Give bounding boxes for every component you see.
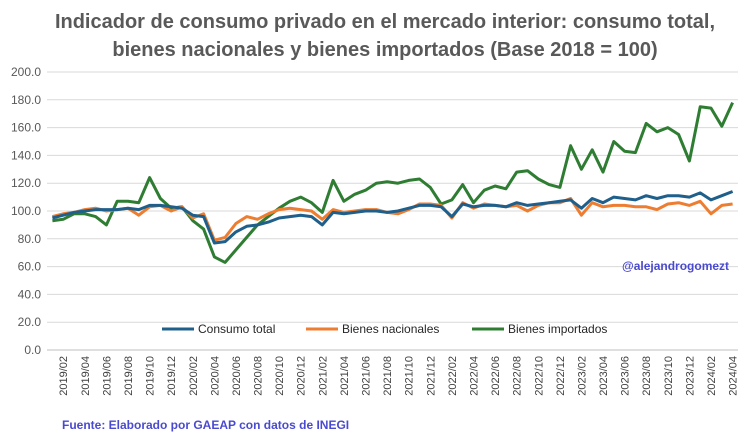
x-tick-label: 2021/10: [404, 356, 416, 396]
series-line-consumo-total: [52, 190, 734, 245]
y-tick-label: 80.0: [18, 232, 42, 246]
y-axis-ticks: 0.0 20.0 40.0 60.0 80.0 100.0 120.0 140.0 160.0 1…: [11, 65, 41, 357]
y-tick-label: 0.0: [24, 343, 41, 357]
legend: Consumo total Bienes nacionales Bienes imp…: [162, 322, 607, 336]
x-tick-label: 2021/06: [361, 356, 373, 396]
x-tick-label: 2019/12: [166, 356, 178, 396]
source-note: Fuente: Elaborado por GAEAP con datos de…: [62, 418, 350, 432]
x-tick-label: 2020/06: [231, 356, 243, 396]
x-tick-label: 2020/10: [274, 356, 286, 396]
y-tick-label: 120.0: [11, 176, 41, 190]
y-tick-label: 180.0: [11, 93, 41, 107]
x-tick-label: 2023/08: [641, 356, 653, 396]
legend-label: Bienes importados: [508, 322, 607, 336]
y-tick-label: 160.0: [11, 121, 41, 135]
x-tick-label: 2019/10: [145, 356, 157, 396]
x-tick-label: 2023/02: [576, 356, 588, 396]
x-tick-label: 2021/02: [317, 356, 329, 396]
chart-title: Indicador de consumo privado en el merca…: [54, 11, 716, 61]
x-tick-label: 2019/06: [101, 356, 113, 396]
x-tick-label: 2020/04: [209, 356, 221, 396]
y-tick-label: 140.0: [11, 148, 41, 162]
x-tick-label: 2021/12: [425, 356, 437, 396]
x-tick-label: 2022/04: [468, 356, 480, 396]
x-tick-label: 2021/08: [382, 356, 394, 396]
x-tick-label: 2020/02: [188, 356, 200, 396]
x-tick-label: 2022/02: [447, 356, 459, 396]
y-tick-label: 20.0: [18, 315, 42, 329]
x-axis-ticks: 2019/02 2019/04 2019/06 2019/08 2019/10 2019/…: [58, 356, 739, 396]
y-tick-label: 200.0: [11, 65, 41, 79]
x-tick-label: 2020/08: [253, 356, 265, 396]
x-tick-label: 2023/10: [663, 356, 675, 396]
gridlines: [47, 71, 738, 351]
x-tick-label: 2020/12: [296, 356, 308, 396]
x-tick-label: 2019/08: [123, 356, 135, 396]
series-lines: [52, 101, 734, 264]
x-tick-label: 2023/04: [598, 356, 610, 396]
x-tick-label: 2023/12: [684, 356, 696, 396]
series-line-bienes-importados: [52, 101, 734, 264]
x-tick-label: 2019/02: [58, 356, 70, 396]
x-tick-label: 2019/04: [80, 356, 92, 396]
x-tick-label: 2024/04: [728, 356, 740, 396]
x-tick-label: 2023/06: [620, 356, 632, 396]
x-tick-label: 2024/02: [706, 356, 718, 396]
y-tick-label: 100.0: [11, 204, 41, 218]
x-tick-label: 2021/04: [339, 356, 351, 396]
x-tick-label: 2022/12: [555, 356, 567, 396]
legend-label: Bienes nacionales: [342, 322, 439, 336]
x-tick-label: 2022/06: [490, 356, 502, 396]
x-tick-label: 2022/08: [512, 356, 524, 396]
y-tick-label: 40.0: [18, 287, 42, 301]
y-tick-label: 60.0: [18, 260, 42, 274]
author-handle: @alejandrogomezt: [622, 259, 730, 273]
x-tick-label: 2022/10: [533, 356, 545, 396]
legend-label: Consumo total: [198, 322, 275, 336]
